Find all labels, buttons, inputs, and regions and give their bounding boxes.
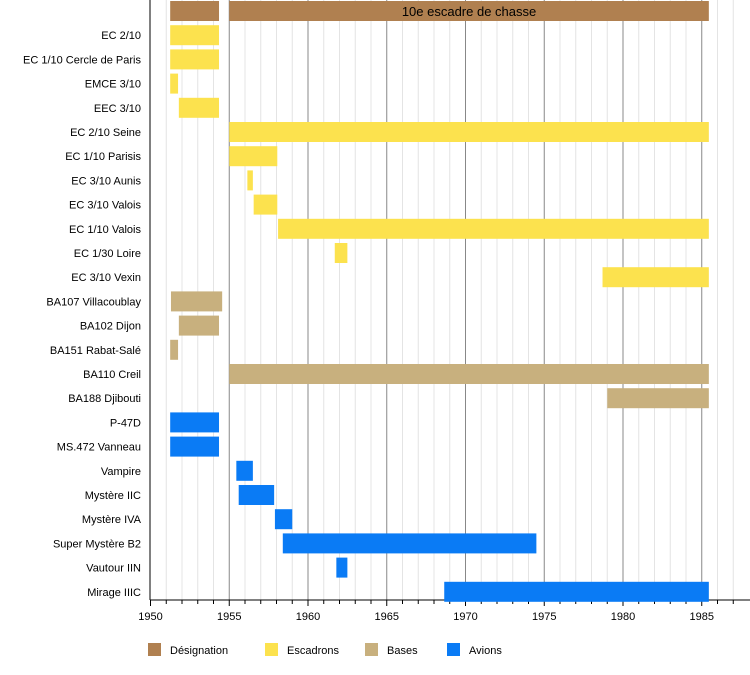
row-label: BA107 Villacoublay: [46, 296, 141, 308]
row-label: P-47D: [110, 417, 141, 429]
row-label: EC 1/10 Parisis: [65, 151, 141, 163]
row-label: Vampire: [101, 466, 141, 478]
row-label: BA102 Dijon: [80, 321, 141, 333]
bar-escadrons: [253, 194, 278, 215]
bar-escadrons: [178, 97, 220, 118]
row-label: EC 2/10 Seine: [70, 127, 141, 139]
legend-label: Bases: [387, 645, 418, 657]
row-label: MS.472 Vanneau: [57, 442, 141, 454]
row-label: Mystère IIC: [85, 490, 141, 502]
x-tick-label: 1955: [217, 611, 241, 623]
bar-escadrons: [170, 49, 220, 70]
row-label: EC 3/10 Vexin: [71, 272, 141, 284]
bar-escadrons: [247, 170, 253, 191]
legend-label: Escadrons: [287, 645, 339, 657]
row-label: EC 1/30 Loire: [74, 248, 141, 260]
bar-bases: [607, 388, 709, 409]
row-label: EEC 3/10: [94, 103, 141, 115]
bar-escadrons: [229, 146, 278, 167]
bar-escadrons: [602, 267, 709, 288]
row-label: Mystère IVA: [82, 514, 142, 526]
x-tick-label: 1985: [690, 611, 714, 623]
row-label: EC 1/10 Valois: [69, 224, 141, 236]
row-label: Vautour IIN: [86, 563, 141, 575]
x-tick-label: 1975: [532, 611, 556, 623]
row-label: EC 3/10 Aunis: [71, 175, 141, 187]
legend-swatch: [148, 643, 161, 656]
x-tick-label: 1960: [296, 611, 320, 623]
x-tick-label: 1980: [611, 611, 635, 623]
legend-swatch: [447, 643, 460, 656]
bar-escadrons: [334, 243, 348, 263]
bar-avions: [336, 557, 348, 578]
bar-escadrons: [170, 73, 179, 94]
legend-swatch: [365, 643, 378, 656]
bar-escadrons: [278, 218, 709, 239]
row-label: BA188 Djibouti: [68, 393, 141, 405]
bar-avions: [282, 533, 537, 554]
bar-avions: [170, 436, 220, 457]
bar-bases: [170, 339, 179, 360]
row-label: EC 2/10: [101, 30, 141, 42]
bar-avions: [170, 412, 220, 433]
x-tick-label: 1970: [453, 611, 477, 623]
legend-swatch: [265, 643, 278, 656]
bar-avions: [236, 460, 253, 481]
row-label: EC 3/10 Valois: [69, 200, 141, 212]
row-label: BA110 Creil: [83, 369, 141, 381]
bar-dsignation: [229, 1, 709, 21]
row-label: Mirage IIIC: [87, 587, 141, 599]
bar-avions: [274, 509, 293, 530]
x-tick-label: 1950: [138, 611, 162, 623]
bar-label: 10e escadre de chasse: [402, 4, 536, 19]
legend-label: Désignation: [170, 645, 228, 657]
bar-bases: [170, 291, 223, 312]
x-tick-label: 1965: [375, 611, 399, 623]
row-label: EC 1/10 Cercle de Paris: [23, 54, 141, 66]
bar-avions: [238, 485, 275, 505]
legend-label: Avions: [469, 645, 502, 657]
bar-escadrons: [170, 25, 220, 46]
row-label: EMCE 3/10: [85, 79, 141, 91]
bar-bases: [229, 364, 709, 384]
bar-avions: [444, 581, 709, 602]
bar-bases: [178, 315, 220, 336]
row-label: Super Mystère B2: [53, 538, 141, 550]
bar-dsignation: [170, 1, 220, 21]
row-label: BA151 Rabat-Salé: [50, 345, 141, 357]
bar-escadrons: [229, 122, 709, 142]
